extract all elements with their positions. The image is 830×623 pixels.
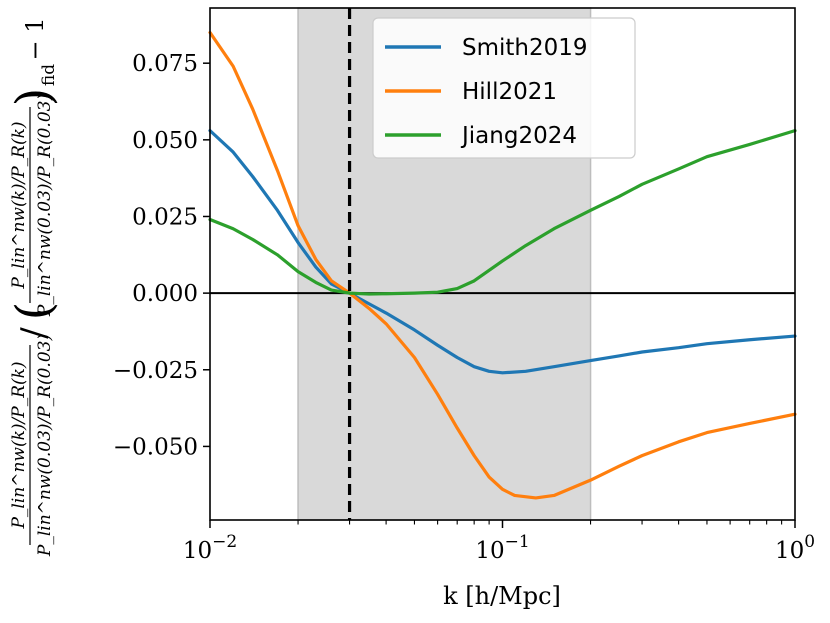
legend-label-3: Jiang2024 (460, 123, 577, 149)
series-line-3 (208, 129, 797, 296)
y-label-subscript: fid (39, 64, 59, 86)
series-line-1 (208, 129, 797, 375)
y-tick-label-4: 0.000 (132, 281, 198, 307)
x-tick-label-3: 100 (775, 532, 815, 564)
y-axis-label: P_lin^nw(k)/P_R(k) P_lin^nw(0.03)/P_R(0.… (6, 17, 62, 557)
series-line-2 (208, 30, 797, 500)
legend-label-1: Smith2019 (462, 35, 588, 61)
legend-label-2: Hill2021 (462, 79, 557, 105)
y-label-right-numerator: P_lin^nw(k)/P_R(k) (9, 121, 29, 289)
x-axis-label: k [h/Mpc] (443, 582, 561, 610)
y-label-open-paren: ( (6, 302, 62, 321)
y-tick-label-6: −0.050 (113, 434, 198, 460)
y-label-slash: / (14, 327, 54, 339)
y-label-left-denominator: P_lin^nw(0.03)/P_R(0.03) (35, 334, 55, 557)
y-label-suffix: − 1 (21, 17, 49, 60)
x-tick-label-1: 10−2 (183, 532, 237, 564)
y-label-close-paren: ) (6, 88, 62, 107)
y-tick-label-1: 0.075 (132, 51, 198, 77)
x-tick-label-2: 10−1 (475, 532, 529, 564)
y-tick-label-3: 0.025 (132, 204, 198, 230)
legend-box (372, 17, 636, 159)
legend: Smith2019 Hill2021 Jiang2024 (372, 17, 636, 159)
y-tick-label-2: 0.050 (132, 128, 198, 154)
y-label-right-denominator: P_lin^nw(0.03)/P_R(0.03) (35, 94, 55, 317)
y-label-left-numerator: P_lin^nw(k)/P_R(k) (9, 361, 29, 529)
y-tick-label-5: −0.025 (113, 358, 198, 384)
